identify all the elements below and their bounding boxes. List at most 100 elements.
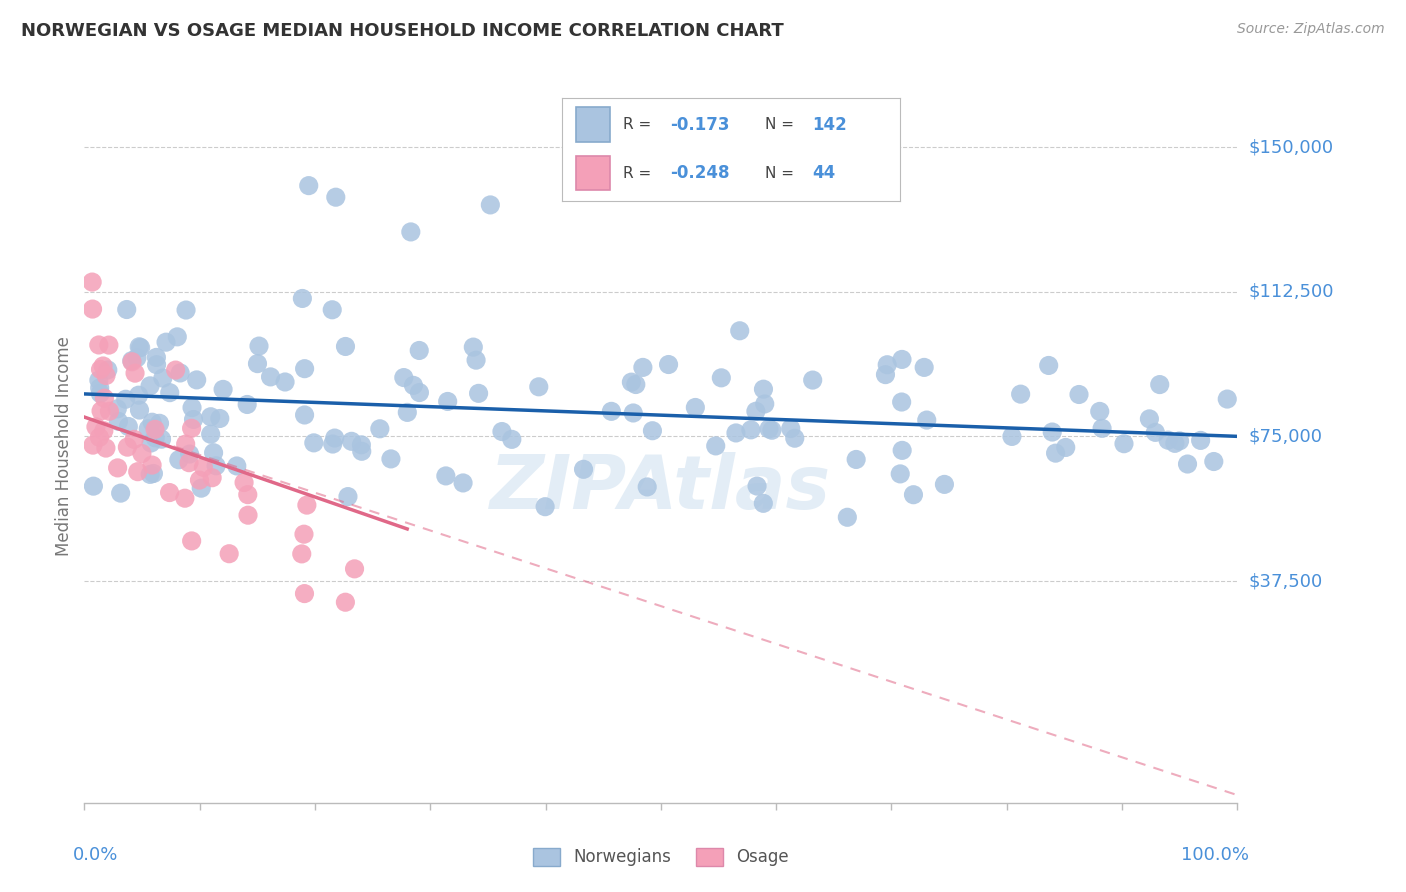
Point <box>218 547 240 561</box>
Point <box>724 425 747 440</box>
Point <box>122 433 145 447</box>
Point <box>891 352 914 367</box>
Point <box>150 432 173 446</box>
Point <box>141 415 163 429</box>
Point <box>728 324 751 338</box>
Point <box>87 373 110 387</box>
Point <box>350 438 373 452</box>
Point <box>1067 387 1090 401</box>
Point <box>1010 387 1032 401</box>
Point <box>915 413 938 427</box>
Point <box>436 394 458 409</box>
Point <box>399 225 422 239</box>
Point <box>335 339 357 353</box>
Point <box>758 422 780 436</box>
Point <box>93 424 115 438</box>
Point <box>534 500 557 514</box>
Point <box>710 371 733 385</box>
Point <box>183 412 205 426</box>
Point <box>343 562 366 576</box>
Point <box>903 488 925 502</box>
Point <box>291 547 314 561</box>
Point <box>129 341 152 355</box>
Point <box>236 397 259 411</box>
Point <box>295 498 318 512</box>
Point <box>202 446 225 460</box>
Point <box>208 411 231 425</box>
Point <box>139 379 162 393</box>
Point <box>1177 457 1199 471</box>
Point <box>1144 425 1167 440</box>
Point <box>128 403 150 417</box>
Text: R =: R = <box>623 117 657 132</box>
Point <box>246 357 269 371</box>
Text: Source: ZipAtlas.com: Source: ZipAtlas.com <box>1237 22 1385 37</box>
Point <box>325 190 347 204</box>
Point <box>294 361 316 376</box>
Point <box>93 391 115 405</box>
Point <box>1216 392 1239 406</box>
Point <box>294 408 316 422</box>
Point <box>128 340 150 354</box>
Point <box>174 303 197 318</box>
Point <box>90 404 112 418</box>
Point <box>274 375 297 389</box>
Point <box>752 496 775 510</box>
Point <box>1001 429 1024 443</box>
Point <box>190 481 212 495</box>
Point <box>94 441 117 455</box>
Point <box>890 395 912 409</box>
Bar <box>576 107 610 142</box>
Point <box>179 447 201 461</box>
Point <box>205 458 228 473</box>
Text: -0.248: -0.248 <box>671 164 730 182</box>
Point <box>159 485 181 500</box>
Point <box>84 420 107 434</box>
Point <box>166 330 188 344</box>
Text: 100.0%: 100.0% <box>1181 846 1249 863</box>
Point <box>233 475 256 490</box>
Point <box>165 363 187 377</box>
Point <box>82 275 104 289</box>
Point <box>527 380 550 394</box>
Point <box>754 397 776 411</box>
Text: ZIPAtlas: ZIPAtlas <box>491 452 831 525</box>
Point <box>745 404 768 418</box>
Text: N =: N = <box>765 166 799 180</box>
Text: 44: 44 <box>813 164 835 182</box>
Point <box>745 479 768 493</box>
Point <box>174 437 197 451</box>
Point <box>107 414 129 428</box>
Point <box>624 377 647 392</box>
Point <box>97 363 120 377</box>
Point <box>148 417 170 431</box>
Point <box>294 586 316 600</box>
Point <box>110 486 132 500</box>
Point <box>396 405 419 419</box>
Text: 142: 142 <box>813 116 846 134</box>
Point <box>159 385 181 400</box>
Point <box>845 452 868 467</box>
Point <box>139 436 162 450</box>
Point <box>752 382 775 396</box>
Point <box>572 462 595 476</box>
Point <box>188 473 211 487</box>
Point <box>180 421 202 435</box>
Point <box>177 456 200 470</box>
Point <box>167 452 190 467</box>
Point <box>1045 446 1067 460</box>
Point <box>121 355 143 369</box>
Text: -0.173: -0.173 <box>671 116 730 134</box>
Point <box>685 401 707 415</box>
Point <box>467 386 489 401</box>
Point <box>174 491 197 506</box>
Point <box>117 440 139 454</box>
Point <box>392 370 415 384</box>
Point <box>641 424 664 438</box>
Point <box>335 595 357 609</box>
Point <box>94 368 117 383</box>
Point <box>87 338 110 352</box>
Point <box>875 368 897 382</box>
Point <box>479 198 502 212</box>
Point <box>451 475 474 490</box>
